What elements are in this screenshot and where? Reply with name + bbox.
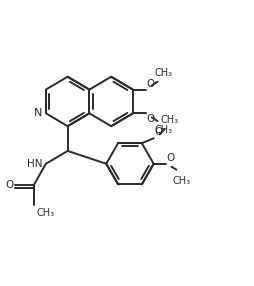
Text: O: O bbox=[155, 127, 163, 137]
Text: CH₃: CH₃ bbox=[172, 176, 190, 186]
Text: O: O bbox=[147, 114, 155, 124]
Text: N: N bbox=[34, 108, 42, 118]
Text: O: O bbox=[167, 153, 175, 163]
Text: CH₃: CH₃ bbox=[161, 116, 179, 125]
Text: CH₃: CH₃ bbox=[154, 125, 173, 135]
Text: CH₃: CH₃ bbox=[154, 68, 173, 78]
Text: HN: HN bbox=[27, 159, 43, 169]
Text: O: O bbox=[147, 79, 155, 89]
Text: CH₃: CH₃ bbox=[36, 208, 54, 218]
Text: O: O bbox=[5, 180, 13, 190]
